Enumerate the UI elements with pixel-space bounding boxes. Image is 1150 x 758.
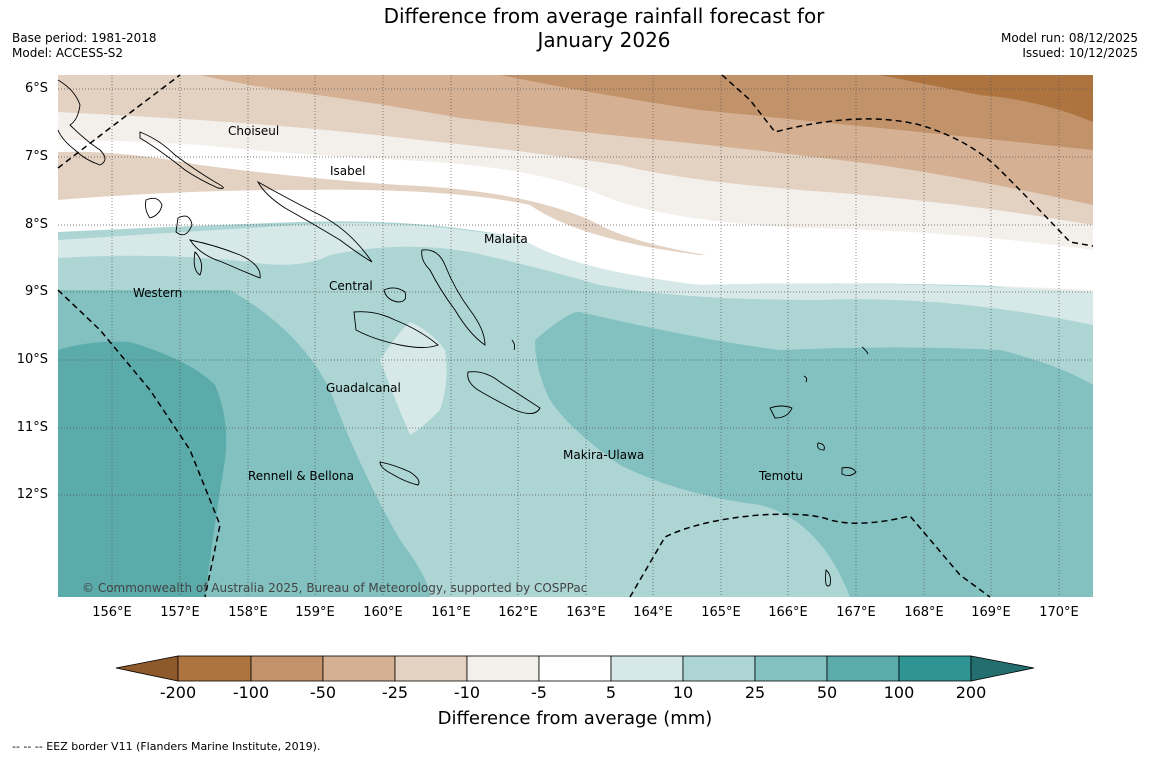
florida-islands-outline [383, 287, 407, 303]
rainfall-contours [58, 75, 1093, 597]
region-label-makira-ulawa: Makira-Ulawa [563, 448, 644, 462]
colorbar-label: -200 [159, 683, 197, 702]
lat-label-11s: 11°S [16, 420, 48, 435]
isabel-outline [256, 180, 373, 263]
band-5-10 [58, 223, 1093, 325]
lon-label-157e: 157°E [160, 605, 200, 620]
colorbar-label: 50 [816, 683, 838, 702]
colorbar-swatch [754, 655, 828, 682]
band-50-100 [58, 341, 227, 597]
lon-label-162e: 162°E [498, 605, 538, 620]
issued-text: Issued: 10/12/2025 [1022, 46, 1138, 60]
vanikoro-outline [817, 442, 825, 451]
kolombangara-outline [175, 215, 193, 236]
choiseul-outline [139, 131, 224, 189]
eez-footnote: -- -- -- EEZ border V11 (Flanders Marine… [12, 740, 321, 753]
colorbar-swatch [826, 655, 900, 682]
guadalcanal-outline [353, 311, 439, 348]
region-label-isabel: Isabel [330, 164, 365, 178]
colorbar-swatch [898, 655, 972, 682]
lat-label-12s: 12°S [16, 487, 48, 502]
colorbar-label: 5 [605, 683, 617, 702]
region-label-guadalcanal: Guadalcanal [326, 381, 401, 395]
colorbar-label: 10 [672, 683, 694, 702]
lon-label-160e: 160°E [363, 605, 403, 620]
lon-label-168e: 168°E [904, 605, 944, 620]
right-metadata: Model run: 08/12/2025 Issued: 10/12/2025 [1001, 31, 1138, 61]
lon-label-170e: 170°E [1039, 605, 1079, 620]
southern-islet-outline [825, 569, 831, 587]
santa-cruz-outline [769, 405, 793, 419]
region-label-malaita: Malaita [484, 232, 528, 246]
title-line-2: January 2026 [537, 28, 671, 52]
lon-label-164e: 164°E [633, 605, 673, 620]
island-outlines [57, 79, 869, 587]
region-label-choiseul: Choiseul [228, 124, 279, 138]
colorbar [115, 655, 1035, 682]
makira-outline [467, 371, 541, 414]
colorbar-label: 200 [955, 683, 987, 702]
colorbar-label: 25 [744, 683, 766, 702]
colorbar-label: -5 [531, 683, 547, 702]
left-metadata: Base period: 1981-2018 Model: ACCESS-S2 [12, 31, 157, 61]
lat-label-10s: 10°S [16, 352, 48, 367]
rennell-outline [379, 461, 420, 486]
tikopia-outline [841, 467, 857, 477]
region-label-temotu: Temotu [758, 469, 803, 483]
colorbar-swatch [394, 655, 468, 682]
lon-label-158e: 158°E [228, 605, 268, 620]
colorbar-swatch [322, 655, 396, 682]
lon-label-156e: 156°E [92, 605, 132, 620]
region-label-western: Western [133, 286, 182, 300]
colorbar-extension-high [970, 655, 1035, 682]
colorbar-swatch [466, 655, 540, 682]
new-georgia-outline [189, 239, 261, 279]
chart-title: Difference from average rainfall forecas… [300, 4, 908, 52]
band-25-50-east [535, 311, 1093, 597]
rendova-outline [193, 251, 203, 276]
band-neg200-neg100 [880, 75, 1093, 122]
band-5-10-patch [380, 322, 447, 435]
band-neg5-5 [58, 189, 1093, 290]
colorbar-label: -50 [309, 683, 337, 702]
lon-label-159e: 159°E [295, 605, 335, 620]
colorbar-swatch [610, 655, 684, 682]
lon-label-166e: 166°E [768, 605, 808, 620]
colorbar-title: Difference from average (mm) [437, 708, 713, 729]
colorbar-extension-low [115, 655, 179, 682]
colorbar-swatch [250, 655, 324, 682]
colorbar-label: -10 [453, 683, 481, 702]
region-label-central: Central [329, 279, 373, 293]
lon-label-163e: 163°E [566, 605, 606, 620]
region-labels: Choiseul Isabel Malaita Western Central … [82, 124, 803, 595]
lon-label-165e: 165°E [701, 605, 741, 620]
lat-label-9s: 9°S [24, 284, 48, 299]
lat-label-8s: 8°S [24, 217, 48, 232]
copyright-text: © Commonwealth of Australia 2025, Bureau… [82, 581, 587, 595]
colorbar-label: -25 [381, 683, 409, 702]
colorbar-swatch [682, 655, 756, 682]
lat-label-7s: 7°S [24, 149, 48, 164]
colorbar-label: 100 [883, 683, 915, 702]
lon-label-169e: 169°E [971, 605, 1011, 620]
eez-borders [57, 74, 1094, 598]
base-period-text: Base period: 1981-2018 [12, 31, 157, 45]
malaita-outline [421, 249, 486, 346]
model-run-text: Model run: 08/12/2025 [1000, 31, 1138, 45]
title-line-1: Difference from average rainfall forecas… [383, 4, 825, 28]
colorbar-swatch [538, 655, 612, 682]
gridlines [58, 75, 1093, 597]
bougainville-outline [57, 79, 106, 166]
colorbar-swatch [177, 655, 252, 682]
model-text: Model: ACCESS-S2 [12, 46, 124, 60]
region-label-rennell-bellona: Rennell & Bellona [248, 469, 354, 483]
lat-label-6s: 6°S [24, 81, 48, 96]
lon-label-167e: 167°E [836, 605, 876, 620]
vella-lavella-outline [145, 197, 163, 219]
colorbar-label: -100 [232, 683, 270, 702]
lon-label-161e: 161°E [431, 605, 471, 620]
band-neg100-neg50 [500, 75, 1093, 150]
